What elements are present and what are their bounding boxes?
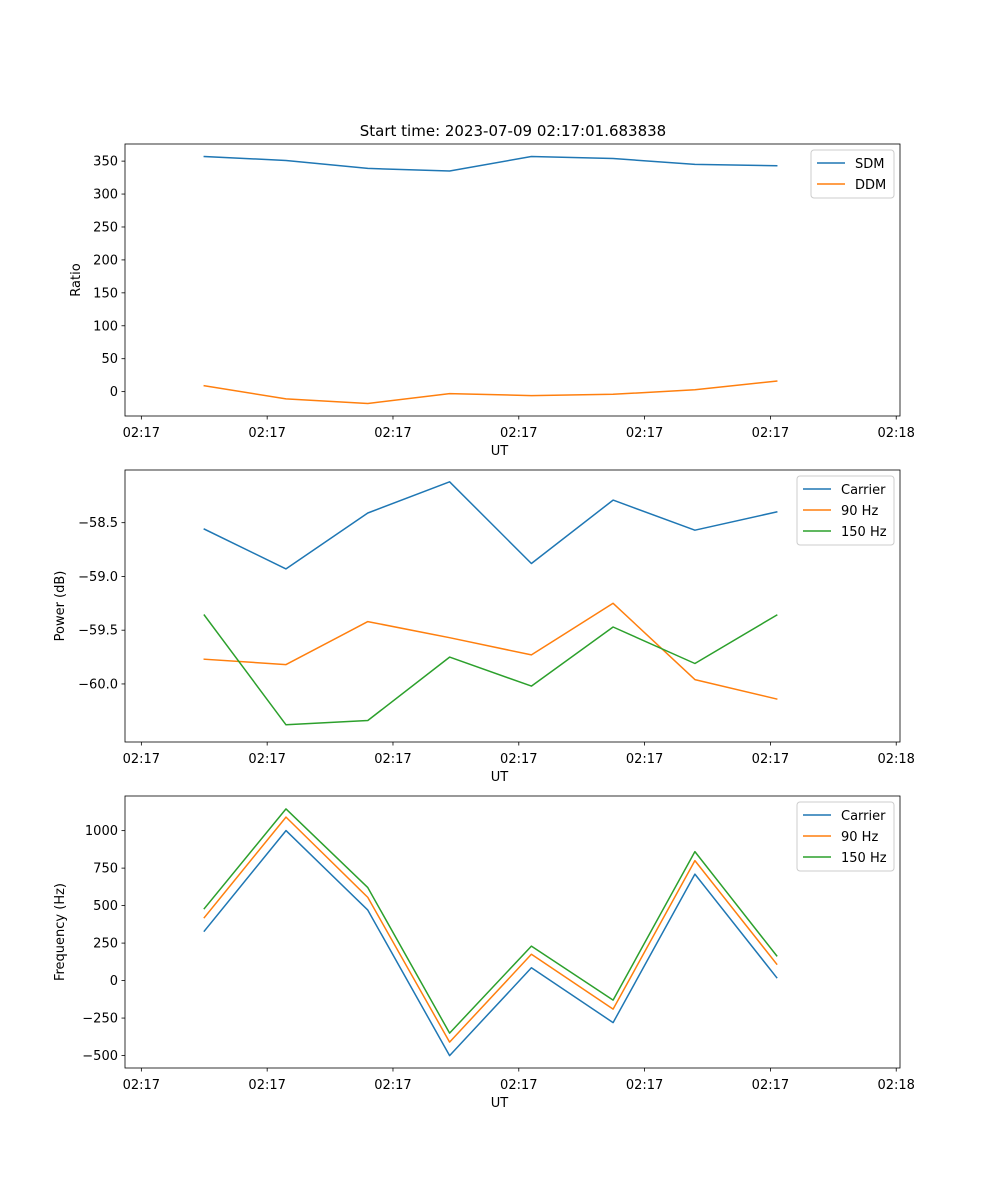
y-tick-label-frequency-1: −250 [82,1012,118,1027]
y-tick-label-frequency-4: 500 [93,899,118,914]
legend-label-frequency-1: 90 Hz [841,830,878,845]
x-axis-label-frequency: UT [491,1096,509,1111]
x-tick-label-power-5: 02:17 [752,752,789,767]
x-tick-label-ratio-2: 02:17 [374,426,411,441]
x-tick-label-power-1: 02:17 [248,752,285,767]
axes-frame-ratio [124,143,901,417]
y-tick-label-frequency-6: 1000 [85,824,118,839]
x-tick-label-frequency-2: 02:17 [374,1078,411,1093]
y-axis-label-frequency: Frequency (Hz) [53,883,68,981]
y-axis-label-ratio: Ratio [69,263,84,296]
x-tick-label-frequency-6: 02:18 [877,1078,914,1093]
series-line-ratio-0 [203,155,778,172]
y-tick-label-ratio-2: 100 [93,319,118,334]
x-tick-label-power-0: 02:17 [123,752,160,767]
y-tick-label-ratio-5: 250 [93,220,118,235]
series-line-power-1 [203,602,778,700]
legend-label-frequency-2: 150 Hz [841,851,887,866]
panel-power: 02:17 02:17 02:17 02:17 02:17 02:17 02:18 −60.0… [53,469,915,785]
y-tick-label-power-0: −60.0 [78,677,118,692]
y-tick-label-ratio-0: 0 [110,385,118,400]
x-tick-label-ratio-5: 02:17 [752,426,789,441]
y-tick-label-ratio-4: 200 [93,253,118,268]
series-line-power-0 [203,481,778,570]
y-axis-label-power: Power (dB) [53,571,68,642]
legend-box-ratio [810,149,895,199]
x-tick-label-frequency-0: 02:17 [123,1078,160,1093]
x-tick-label-ratio-3: 02:17 [500,426,537,441]
axes-frame-frequency [124,795,901,1069]
y-tick-label-frequency-5: 750 [93,862,118,877]
legend-power: Carrier 90 Hz 150 Hz [796,475,895,546]
x-tick-label-ratio-1: 02:17 [248,426,285,441]
axes-frame-power [124,469,901,743]
x-tick-label-frequency-4: 02:17 [626,1078,663,1093]
x-tick-label-power-2: 02:17 [374,752,411,767]
y-tick-label-frequency-0: −500 [82,1049,118,1064]
legend-box-frequency [796,801,895,872]
x-axis-label-ratio: UT [491,444,509,459]
series-line-frequency-0 [203,829,778,1057]
x-tick-label-ratio-6: 02:18 [877,426,914,441]
y-tick-label-ratio-6: 300 [93,188,118,203]
legend-ratio: SDM DDM [810,149,895,199]
y-tick-label-power-1: −59.5 [78,624,118,639]
legend-label-power-1: 90 Hz [841,504,878,519]
x-tick-label-ratio-4: 02:17 [626,426,663,441]
legend-box-power [796,475,895,546]
legend-label-power-2: 150 Hz [841,525,887,540]
y-tick-label-frequency-3: 250 [93,937,118,952]
y-tick-label-frequency-2: 0 [110,974,118,989]
series-line-frequency-1 [203,816,778,1043]
x-tick-label-frequency-5: 02:17 [752,1078,789,1093]
x-tick-label-power-4: 02:17 [626,752,663,767]
x-axis-label-power: UT [491,770,509,785]
y-tick-label-ratio-1: 50 [101,352,118,367]
x-tick-label-frequency-1: 02:17 [248,1078,285,1093]
chart-title: Start time: 2023-07-09 02:17:01.683838 [360,122,666,140]
y-tick-label-ratio-3: 150 [93,286,118,301]
y-tick-label-ratio-7: 350 [93,155,118,170]
y-tick-label-power-2: −59.0 [78,570,118,585]
x-tick-label-power-6: 02:18 [877,752,914,767]
y-tick-label-power-3: −58.5 [78,516,118,531]
legend-label-ratio-0: SDM [855,157,884,172]
legend-label-frequency-0: Carrier [841,809,886,824]
legend-label-power-0: Carrier [841,483,886,498]
x-tick-label-ratio-0: 02:17 [123,426,160,441]
x-tick-label-power-3: 02:17 [500,752,537,767]
x-tick-label-frequency-3: 02:17 [500,1078,537,1093]
legend-frequency: Carrier 90 Hz 150 Hz [796,801,895,872]
series-line-frequency-2 [203,808,778,1034]
panel-ratio: 02:17 02:17 02:17 02:17 02:17 02:17 02:18 0 50 10… [69,143,915,459]
legend-label-ratio-1: DDM [855,178,886,193]
series-line-power-2 [203,614,778,726]
series-line-ratio-1 [203,380,778,405]
panel-frequency: 02:17 02:17 02:17 02:17 02:17 02:17 02:18 −500 −… [53,795,915,1111]
panels: 02:17 02:17 02:17 02:17 02:17 02:17 02:18 0 50 10… [53,143,915,1111]
